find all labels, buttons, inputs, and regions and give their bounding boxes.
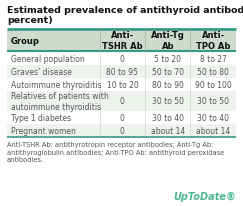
- Text: Anti-Tg
Ab: Anti-Tg Ab: [151, 31, 185, 51]
- Text: 50 to 80: 50 to 80: [197, 68, 229, 77]
- Text: Graves’ disease: Graves’ disease: [11, 68, 72, 77]
- Text: 90 to 100: 90 to 100: [195, 81, 232, 90]
- Text: Estimated prevalence of antithyroid antibodies (in: Estimated prevalence of antithyroid anti…: [7, 6, 243, 15]
- Bar: [7, 124, 236, 137]
- Text: Group: Group: [11, 36, 40, 45]
- Text: 5 to 20: 5 to 20: [154, 54, 181, 63]
- Text: Pregnant women: Pregnant women: [11, 126, 76, 135]
- Text: 80 to 95: 80 to 95: [106, 68, 138, 77]
- Text: 30 to 50: 30 to 50: [197, 97, 229, 106]
- Text: Type 1 diabetes: Type 1 diabetes: [11, 114, 71, 122]
- Text: General population: General population: [11, 54, 85, 63]
- Text: Anti-
TPO Ab: Anti- TPO Ab: [196, 31, 230, 51]
- Text: about 14: about 14: [151, 126, 185, 135]
- Bar: [7, 52, 236, 66]
- Text: Relatives of patients with
autoimmune thyroiditis: Relatives of patients with autoimmune th…: [11, 92, 109, 111]
- Text: Anti-TSHR Ab: antithyrotropin receptor antibodies; Anti-Tg Ab:
antithyroglobulin: Anti-TSHR Ab: antithyrotropin receptor a…: [7, 141, 224, 162]
- Text: 0: 0: [120, 114, 125, 122]
- Text: about 14: about 14: [196, 126, 230, 135]
- Text: 0: 0: [120, 126, 125, 135]
- Bar: [7, 91, 236, 111]
- Text: 0: 0: [120, 54, 125, 63]
- Text: Autoimmune thyroiditis: Autoimmune thyroiditis: [11, 81, 102, 90]
- Text: Anti-
TSHR Ab: Anti- TSHR Ab: [102, 31, 143, 51]
- Text: 8 to 27: 8 to 27: [200, 54, 227, 63]
- Bar: [7, 66, 236, 79]
- Text: 30 to 40: 30 to 40: [197, 114, 229, 122]
- Text: 30 to 40: 30 to 40: [152, 114, 184, 122]
- Bar: [7, 79, 236, 91]
- Text: 30 to 50: 30 to 50: [152, 97, 184, 106]
- Text: UpToDate®: UpToDate®: [173, 191, 236, 201]
- Text: 50 to 70: 50 to 70: [152, 68, 184, 77]
- Text: percent): percent): [7, 16, 53, 25]
- Text: 0: 0: [120, 97, 125, 106]
- Bar: [7, 111, 236, 124]
- Bar: [7, 30, 236, 52]
- Text: 10 to 20: 10 to 20: [106, 81, 138, 90]
- Text: 80 to 90: 80 to 90: [152, 81, 184, 90]
